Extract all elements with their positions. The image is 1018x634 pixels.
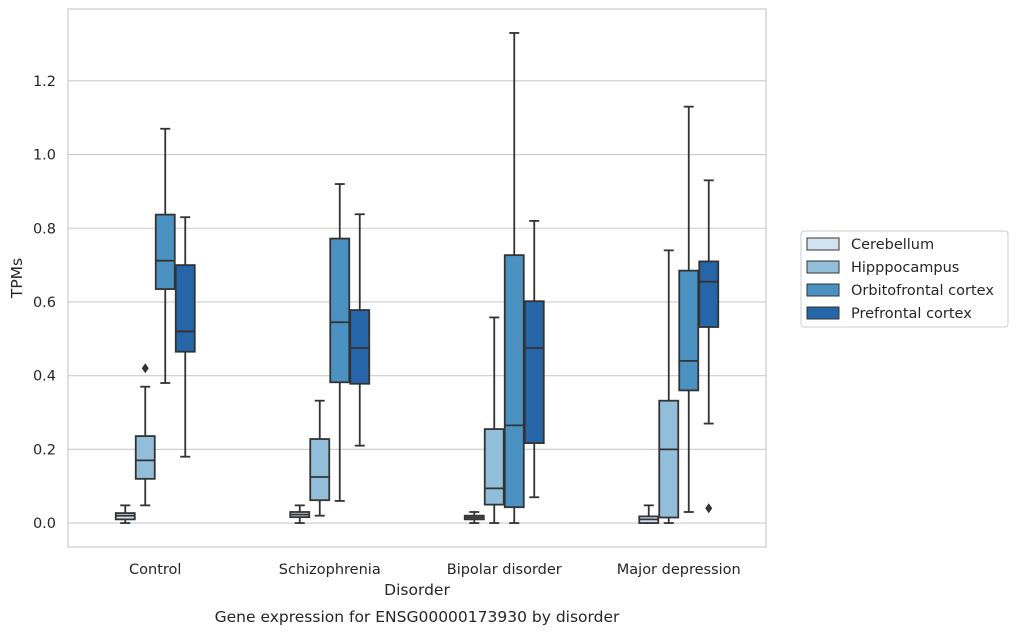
box-group (638, 504, 660, 524)
x-axis-label: Disorder (384, 581, 450, 599)
box-group (523, 219, 545, 499)
box-group (174, 216, 196, 458)
box-body (698, 260, 720, 328)
legend: Cerebellum Hipppocampus Orbitofrontal cort… (800, 230, 1009, 328)
box-body (309, 438, 331, 502)
box-group (463, 511, 485, 524)
box-body (134, 435, 156, 480)
legend-label: Prefrontal cortex (851, 306, 972, 322)
box-body (154, 213, 176, 290)
box-group (678, 105, 700, 513)
y-tick-label: 1.2 (33, 74, 56, 90)
box-group (309, 399, 331, 517)
outlier-point (141, 363, 149, 374)
box-group (289, 504, 311, 524)
chart-caption: Gene expression for ENSG00000173930 by d… (215, 608, 620, 626)
box-group (503, 32, 525, 524)
plot-frame (67, 8, 767, 548)
legend-frame (800, 230, 1009, 328)
box-body (174, 264, 196, 353)
box-body (483, 428, 505, 506)
y-axis-label: TPMs (8, 258, 26, 299)
box-body (329, 237, 351, 384)
boxes-layer (114, 32, 720, 524)
box-group (483, 316, 505, 524)
x-tick-label: Schizophrenia (279, 562, 381, 578)
box-group (114, 504, 136, 524)
box-group (154, 127, 176, 384)
x-tick-label: Control (129, 562, 181, 578)
box-body (678, 269, 700, 392)
legend-swatch (806, 306, 840, 320)
x-tick-labels: Control Schizophrenia Bipolar disorder Majo… (129, 562, 741, 578)
box-body (523, 300, 545, 444)
legend-label: Orbitofrontal cortex (851, 283, 994, 299)
y-tick-label: 0.0 (33, 516, 56, 532)
x-tick-label: Bipolar disorder (447, 562, 562, 578)
y-tick-labels: 0.0 0.2 0.4 0.6 0.8 1.0 1.2 (33, 74, 56, 532)
box-group (658, 249, 680, 524)
box-body (658, 399, 680, 519)
outlier-point (705, 503, 713, 514)
legend-label: Hipppocampus (851, 260, 959, 276)
box-group (698, 179, 720, 514)
box-group (134, 363, 156, 507)
box-body (349, 309, 371, 385)
legend-label: Cerebellum (851, 237, 934, 253)
y-tick-label: 0.2 (33, 442, 56, 458)
legend-swatch (806, 260, 840, 274)
legend-swatch (806, 237, 840, 251)
box-body (503, 254, 525, 509)
y-tick-label: 0.6 (33, 295, 56, 311)
legend-swatch (806, 283, 840, 297)
legend-items: Cerebellum Hipppocampus Orbitofrontal cort… (806, 237, 994, 322)
box-group (349, 213, 371, 447)
y-tick-label: 0.8 (33, 221, 56, 237)
box-group (329, 183, 351, 502)
x-tick-label: Major depression (617, 562, 741, 578)
y-tick-label: 1.0 (33, 148, 56, 164)
y-tick-label: 0.4 (33, 369, 56, 385)
